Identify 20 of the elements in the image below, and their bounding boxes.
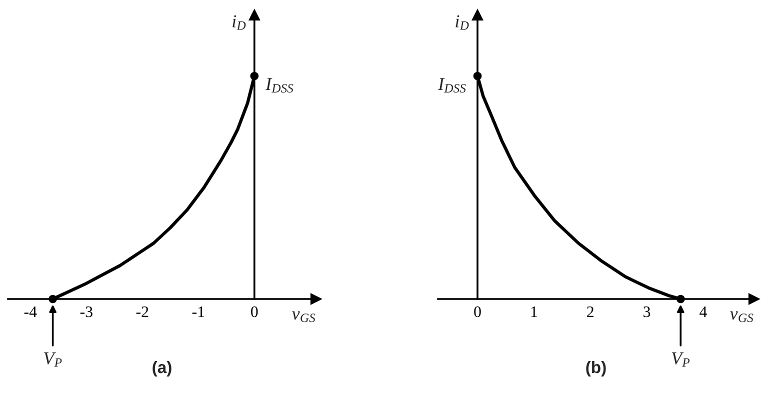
y-axis-title: i$_{D}$ xyxy=(232,15,246,30)
annotation: V$_{P}$ xyxy=(672,352,690,367)
x-tick-label: 2 xyxy=(587,306,594,318)
x-tick-label: -3 xyxy=(80,306,92,318)
x-tick-label: 4 xyxy=(700,306,707,318)
annotation: I$_{DSS}$ xyxy=(438,78,466,93)
text: (a) xyxy=(152,360,172,376)
x-tick-label: 1 xyxy=(531,306,537,318)
annotation: V$_{P}$ xyxy=(44,352,62,367)
x-axis-title: v$_{GS}$ xyxy=(292,311,316,322)
x-axis-title: v$_{GS}$ xyxy=(730,311,754,322)
x-tick-label: -4 xyxy=(24,306,37,318)
x-tick-label: 3 xyxy=(644,306,650,318)
text: (b) xyxy=(586,360,606,376)
x-tick-label: -2 xyxy=(136,306,148,318)
x-tick-label: 0 xyxy=(474,306,481,318)
x-tick-label: 0 xyxy=(251,306,258,318)
annotation: I$_{DSS}$ xyxy=(265,78,294,93)
x-tick-label: -1 xyxy=(192,306,204,318)
y-axis-title: i$_{D}$ xyxy=(456,15,469,30)
